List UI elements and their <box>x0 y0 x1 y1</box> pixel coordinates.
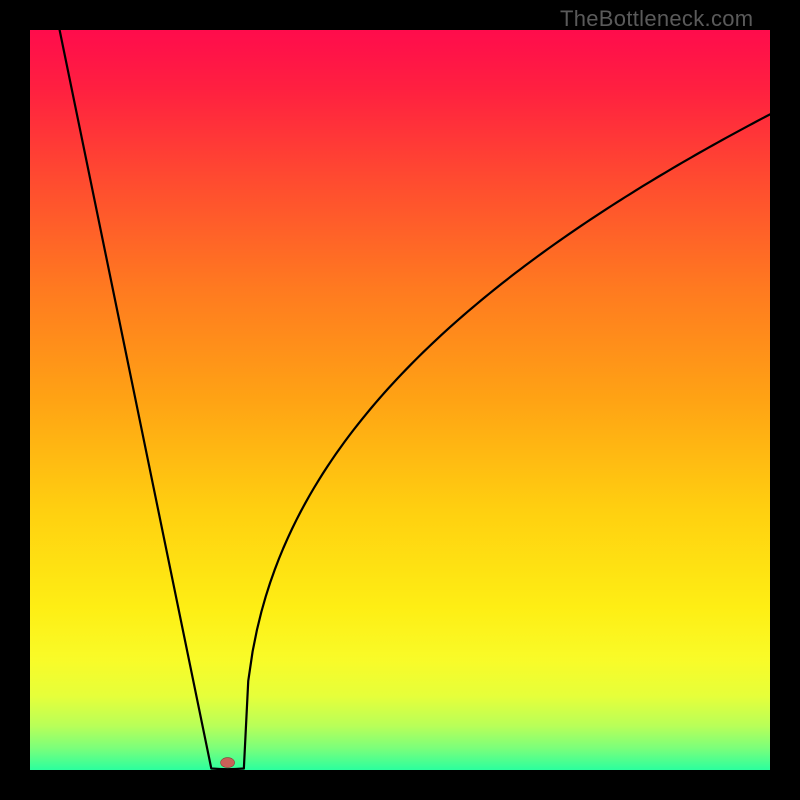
plot-background <box>30 30 770 770</box>
minimum-marker <box>221 758 235 768</box>
watermark-text: TheBottleneck.com <box>560 6 753 32</box>
bottleneck-chart <box>0 0 800 800</box>
